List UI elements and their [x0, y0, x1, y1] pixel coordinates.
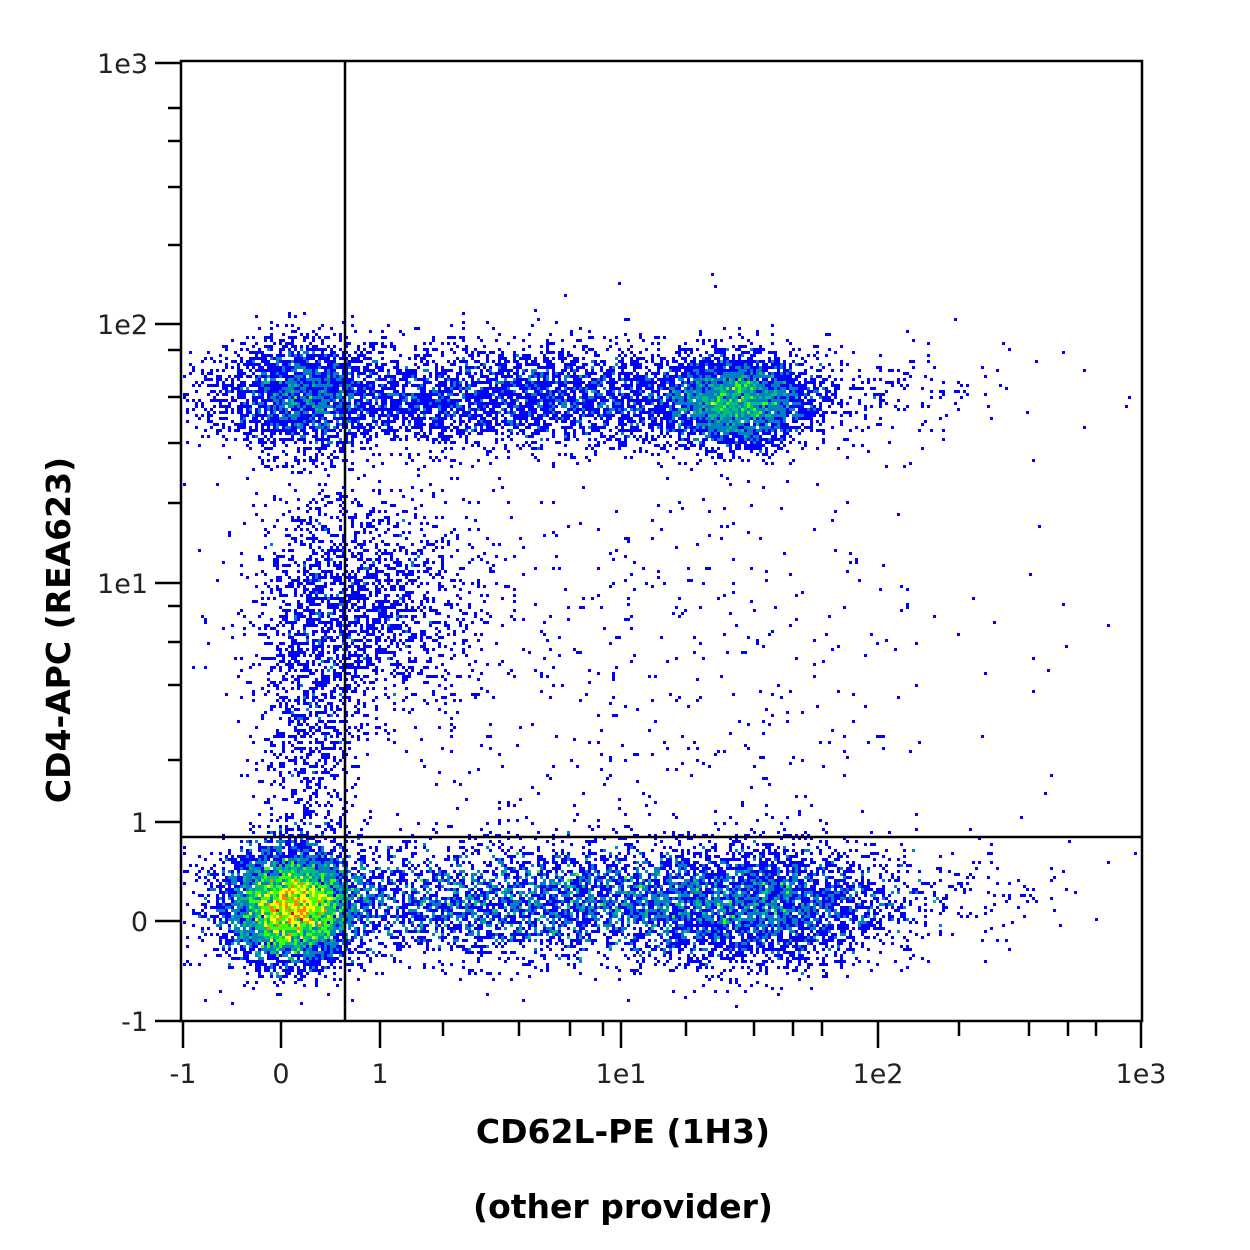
y-axis: -1 0 1 1e1 1e2 1e3: [97, 49, 181, 1038]
x-axis-subtitle: (other provider): [473, 1187, 773, 1226]
plot-frame: [179, 59, 1144, 1023]
x-tick-label: 1: [371, 1059, 388, 1090]
x-axis: -1 0 1 1e1 1e2 1e3: [170, 1021, 1167, 1090]
x-tick-label: -1: [170, 1059, 197, 1090]
x-tick-label: 1e1: [596, 1059, 647, 1090]
x-axis-title: CD62L-PE (1H3): [476, 1112, 770, 1151]
y-tick-label: 1e1: [97, 569, 148, 600]
x-tick-label: 0: [272, 1059, 289, 1090]
y-axis-title: CD4-APC (REA623): [39, 457, 78, 803]
y-tick-label: -1: [121, 1007, 148, 1038]
x-tick-label: 1e2: [853, 1059, 904, 1090]
y-tick-label: 1: [131, 808, 148, 839]
event-dots: [183, 273, 1137, 1008]
y-tick-label: 1e3: [97, 49, 148, 80]
y-tick-label: 1e2: [97, 310, 148, 341]
x-tick-label: 1e3: [1116, 1059, 1167, 1090]
y-tick-label: 0: [131, 907, 148, 938]
